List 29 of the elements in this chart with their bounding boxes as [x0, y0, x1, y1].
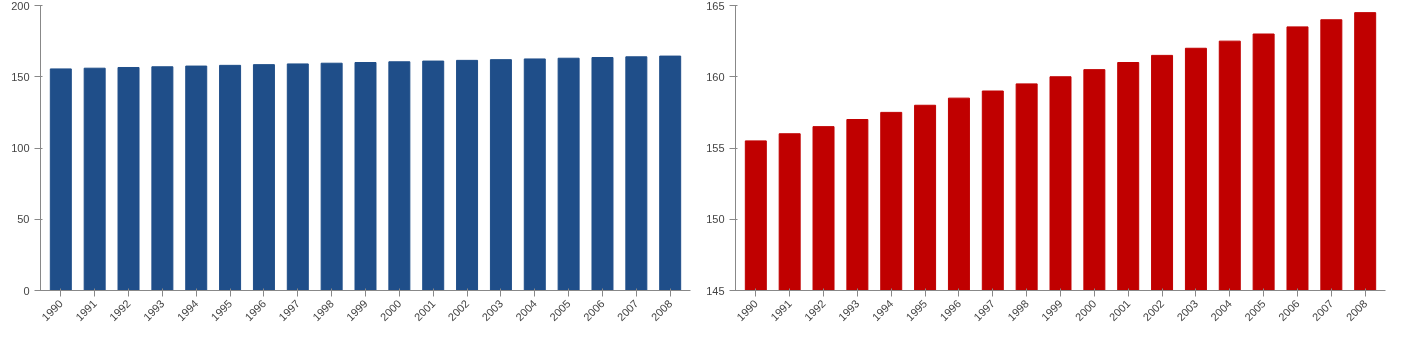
y-tick-label: 160 — [706, 70, 725, 83]
y-tick-label: 165 — [706, 0, 725, 12]
bar — [320, 62, 343, 291]
bar — [388, 61, 411, 291]
bar — [557, 57, 580, 291]
y-tick-label: 150 — [11, 70, 30, 83]
y-tick-label: 200 — [11, 0, 30, 12]
bar — [83, 67, 106, 291]
bar — [252, 64, 275, 291]
y-tick-label: 50 — [17, 213, 30, 226]
bar — [625, 56, 648, 291]
y-tick-label: 0 — [23, 284, 30, 297]
bar — [49, 68, 72, 291]
y-tick-label: 155 — [706, 142, 725, 154]
bar — [456, 59, 479, 291]
bar — [523, 58, 546, 291]
bar — [219, 64, 242, 291]
bar — [354, 62, 377, 291]
bar — [659, 55, 682, 291]
bar — [117, 66, 140, 291]
bar — [185, 65, 208, 291]
bar — [151, 66, 174, 291]
y-tick-label: 100 — [11, 142, 30, 154]
bar — [286, 63, 309, 291]
bar — [422, 60, 445, 291]
y-tick-label: 145 — [706, 284, 725, 297]
bar — [489, 59, 512, 291]
bar — [591, 57, 614, 291]
y-tick-label: 150 — [706, 213, 725, 226]
